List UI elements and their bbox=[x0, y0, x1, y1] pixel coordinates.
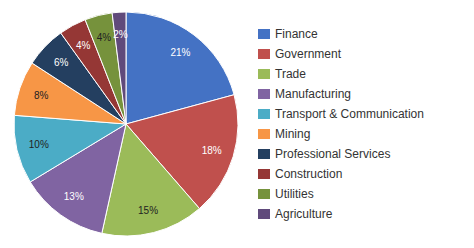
legend-swatch bbox=[258, 169, 270, 179]
legend-label: Manufacturing bbox=[275, 87, 351, 101]
legend-label: Trade bbox=[275, 67, 306, 81]
legend-swatch bbox=[258, 89, 270, 99]
chart: 21%18%15%13%10%8%6%4%4%2%FinanceGovernme… bbox=[0, 0, 474, 248]
legend-swatch bbox=[258, 209, 270, 219]
data-label: 13% bbox=[64, 191, 84, 202]
legend-swatch bbox=[258, 49, 270, 59]
legend-swatch bbox=[258, 69, 270, 79]
data-label: 6% bbox=[54, 57, 69, 68]
data-label: 15% bbox=[138, 205, 158, 216]
legend-label: Professional Services bbox=[275, 147, 390, 161]
data-label: 21% bbox=[170, 47, 190, 58]
legend: Finance Government Trade Manufacturing Trans… bbox=[258, 27, 424, 221]
legend-label: Transport & Communication bbox=[275, 107, 424, 121]
legend-label: Agriculture bbox=[275, 207, 333, 221]
data-label: 4% bbox=[97, 32, 112, 43]
legend-swatch bbox=[258, 29, 270, 39]
legend-swatch bbox=[258, 189, 270, 199]
data-label: 18% bbox=[202, 145, 222, 156]
legend-label: Government bbox=[275, 47, 342, 61]
legend-label: Mining bbox=[275, 127, 310, 141]
legend-label: Finance bbox=[275, 27, 318, 41]
legend-swatch bbox=[258, 129, 270, 139]
legend-swatch bbox=[258, 109, 270, 119]
data-label: 2% bbox=[113, 29, 128, 40]
legend-label: Utilities bbox=[275, 187, 314, 201]
legend-label: Construction bbox=[275, 167, 342, 181]
data-label: 4% bbox=[76, 40, 91, 51]
data-label: 8% bbox=[34, 90, 49, 101]
pie-slice bbox=[14, 115, 126, 182]
data-label: 10% bbox=[29, 139, 49, 150]
slices bbox=[14, 12, 238, 236]
data-labels: 21%18%15%13%10%8%6%4%4%2% bbox=[29, 29, 222, 216]
legend-swatch bbox=[258, 149, 270, 159]
